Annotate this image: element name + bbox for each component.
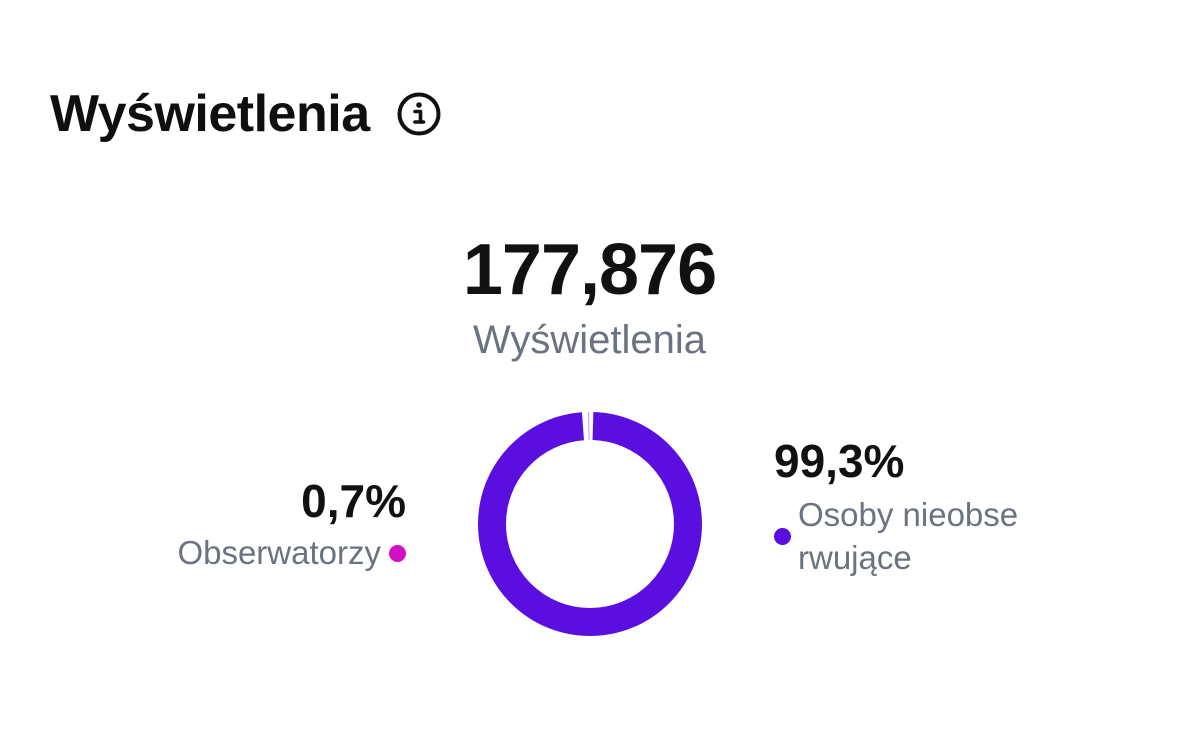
followers-percent: 0,7% — [301, 475, 406, 527]
followers-legend-dot — [389, 544, 406, 562]
followers-label: Obserwatorzy — [177, 534, 381, 571]
non-followers-percent: 99,3% — [774, 435, 905, 487]
donut-slice-non-followers — [478, 412, 702, 636]
total-views-summary: 177,876 Wyświetlenia — [0, 234, 1179, 360]
followers-legend: Obserwatorzy — [177, 532, 406, 575]
page-title: Wyświetlenia — [50, 85, 370, 143]
non-followers-legend: Osoby nieobserwujące — [774, 494, 1028, 580]
card-header: Wyświetlenia — [50, 88, 442, 140]
non-followers-label: Osoby nieobserwujące — [798, 496, 1019, 576]
non-followers-stat: 99,3% Osoby nieobserwujące — [774, 438, 1028, 580]
followers-stat: 0,7% Obserwatorzy — [177, 478, 406, 575]
views-donut-chart — [478, 412, 702, 636]
total-views-value: 177,876 — [462, 230, 717, 310]
total-views-label: Wyświetlenia — [472, 318, 707, 362]
non-followers-legend-dot — [774, 528, 791, 546]
info-icon[interactable] — [396, 91, 442, 137]
